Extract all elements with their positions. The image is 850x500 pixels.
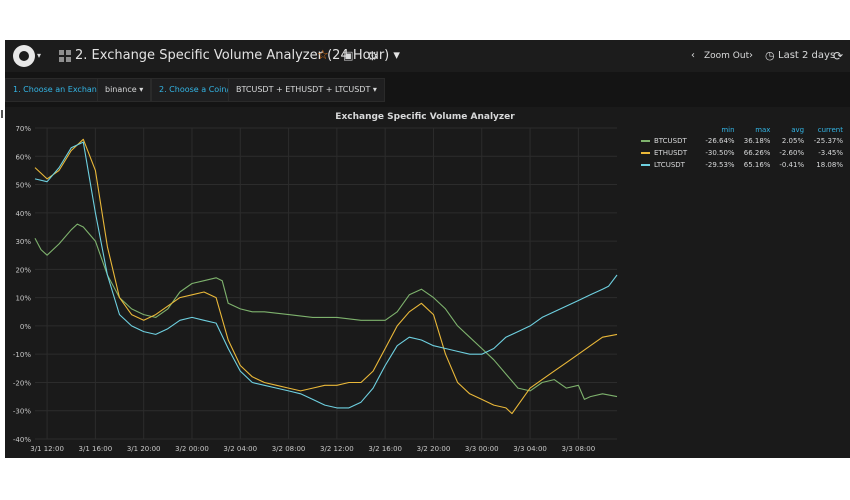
y-tick-label: 0%	[20, 323, 31, 331]
chevron-right-icon[interactable]: ›	[749, 50, 753, 61]
legend-series-name[interactable]: LTCUSDT	[639, 159, 698, 171]
refresh-icon[interactable]: ⟳	[833, 49, 844, 63]
legend-min: -29.53%	[705, 161, 735, 169]
legend-swatch	[641, 152, 650, 154]
legend-min: -30.50%	[705, 149, 735, 157]
legend-row[interactable]: BTCUSDT -26.64% 36.18% 2.05% -25.37%	[639, 135, 845, 147]
clock-icon: ◷	[765, 49, 775, 62]
chevron-left-icon[interactable]: ‹	[691, 50, 695, 61]
x-tick-label: 3/2 08:00	[272, 445, 306, 453]
chart-legend: min max avg current BTCUSDT -26.64% 36.1…	[639, 125, 845, 171]
series-line-ltcusdt	[34, 141, 618, 409]
x-tick-label: 3/1 12:00	[30, 445, 64, 453]
legend-current: -3.45%	[818, 149, 843, 157]
y-tick-label: 10%	[15, 295, 31, 303]
line-chart[interactable]: 70%60%50%40%30%20%10%0%-10%-20%-30%-40%3…	[5, 107, 850, 458]
y-tick-label: 30%	[15, 238, 31, 246]
variable-select-coins[interactable]: BTCUSDT + ETHUSDT + LTCUSDT ▾	[228, 78, 385, 102]
y-tick-label: -10%	[13, 351, 31, 359]
legend-avg: -0.41%	[779, 161, 805, 169]
legend-series-name[interactable]: ETHUSDT	[639, 147, 698, 159]
legend-header-min[interactable]: min	[721, 126, 735, 134]
x-tick-label: 3/1 20:00	[127, 445, 161, 453]
x-tick-label: 3/3 08:00	[562, 445, 596, 453]
y-tick-label: 40%	[15, 210, 31, 218]
variable-label-coins[interactable]: 2. Choose a Coin/s	[151, 78, 242, 102]
y-tick-label: 60%	[15, 153, 31, 161]
legend-row[interactable]: ETHUSDT -30.50% 66.26% -2.60% -3.45%	[639, 147, 845, 159]
x-tick-label: 3/3 00:00	[465, 445, 499, 453]
legend-current: -25.37%	[813, 137, 843, 145]
x-tick-label: 3/2 16:00	[368, 445, 402, 453]
legend-max: 66.26%	[743, 149, 771, 157]
time-range-picker[interactable]: Last 2 days	[778, 50, 836, 61]
variable-select-exchange[interactable]: binance ▾	[97, 78, 152, 102]
series-line-btcusdt	[34, 223, 618, 400]
legend-max: 36.18%	[743, 137, 771, 145]
x-tick-label: 3/2 04:00	[223, 445, 257, 453]
dashboard-navbar: ▾ 2. Exchange Specific Volume Analyzer (…	[5, 40, 850, 73]
y-tick-label: 70%	[15, 125, 31, 133]
y-tick-label: -30%	[13, 408, 31, 416]
legend-min: -26.64%	[705, 137, 735, 145]
dashboard-title[interactable]: 2. Exchange Specific Volume Analyzer (24…	[75, 48, 400, 63]
zoom-out-button[interactable]: Zoom Out	[704, 51, 750, 61]
x-tick-label: 3/2 00:00	[175, 445, 209, 453]
top-whitespace	[5, 0, 850, 40]
grafana-logo-icon[interactable]	[13, 45, 35, 67]
logo-caret-icon[interactable]: ▾	[37, 51, 42, 60]
x-tick-label: 3/2 20:00	[417, 445, 451, 453]
legend-series-label[interactable]: ETHUSDT	[654, 149, 688, 157]
variable-label-exchange[interactable]: 1. Choose an Exchange	[5, 78, 115, 102]
y-tick-label: 50%	[15, 182, 31, 190]
star-icon[interactable]: ☆	[317, 48, 329, 63]
legend-row[interactable]: LTCUSDT -29.53% 65.16% -0.41% 18.08%	[639, 159, 845, 171]
legend-max: 65.16%	[743, 161, 771, 169]
panel-title[interactable]: Exchange Specific Volume Analyzer	[335, 112, 515, 122]
x-tick-label: 3/1 16:00	[79, 445, 113, 453]
legend-avg: 2.05%	[781, 137, 805, 145]
legend-header-series	[639, 125, 698, 135]
legend-swatch	[641, 140, 650, 142]
legend-swatch	[641, 164, 650, 166]
legend-header-max[interactable]: max	[755, 126, 771, 134]
y-tick-label: -20%	[13, 379, 31, 387]
x-tick-label: 3/2 12:00	[320, 445, 354, 453]
legend-avg: -2.60%	[779, 149, 805, 157]
legend-series-name[interactable]: BTCUSDT	[639, 135, 698, 147]
dashboard-grid-icon	[59, 50, 71, 62]
gear-icon[interactable]: ⚙	[367, 49, 378, 63]
legend-current: 18.08%	[816, 161, 843, 169]
legend-series-label[interactable]: LTCUSDT	[654, 161, 685, 169]
y-tick-label: -40%	[13, 436, 31, 444]
legend-header-current[interactable]: current	[817, 126, 843, 134]
legend-header-avg[interactable]: avg	[791, 126, 805, 134]
row-collapse-handle[interactable]	[1, 110, 3, 118]
template-variables-bar: 1. Choose an Exchange binance ▾ 2. Choos…	[5, 72, 850, 106]
legend-series-label[interactable]: BTCUSDT	[654, 137, 687, 145]
save-icon[interactable]: ▣	[343, 49, 354, 62]
graph-panel: Exchange Specific Volume Analyzer 70% 60%…	[5, 107, 850, 458]
x-tick-label: 3/3 04:00	[513, 445, 547, 453]
series-line-ethusdt	[34, 138, 618, 415]
y-tick-label: 20%	[15, 266, 31, 274]
